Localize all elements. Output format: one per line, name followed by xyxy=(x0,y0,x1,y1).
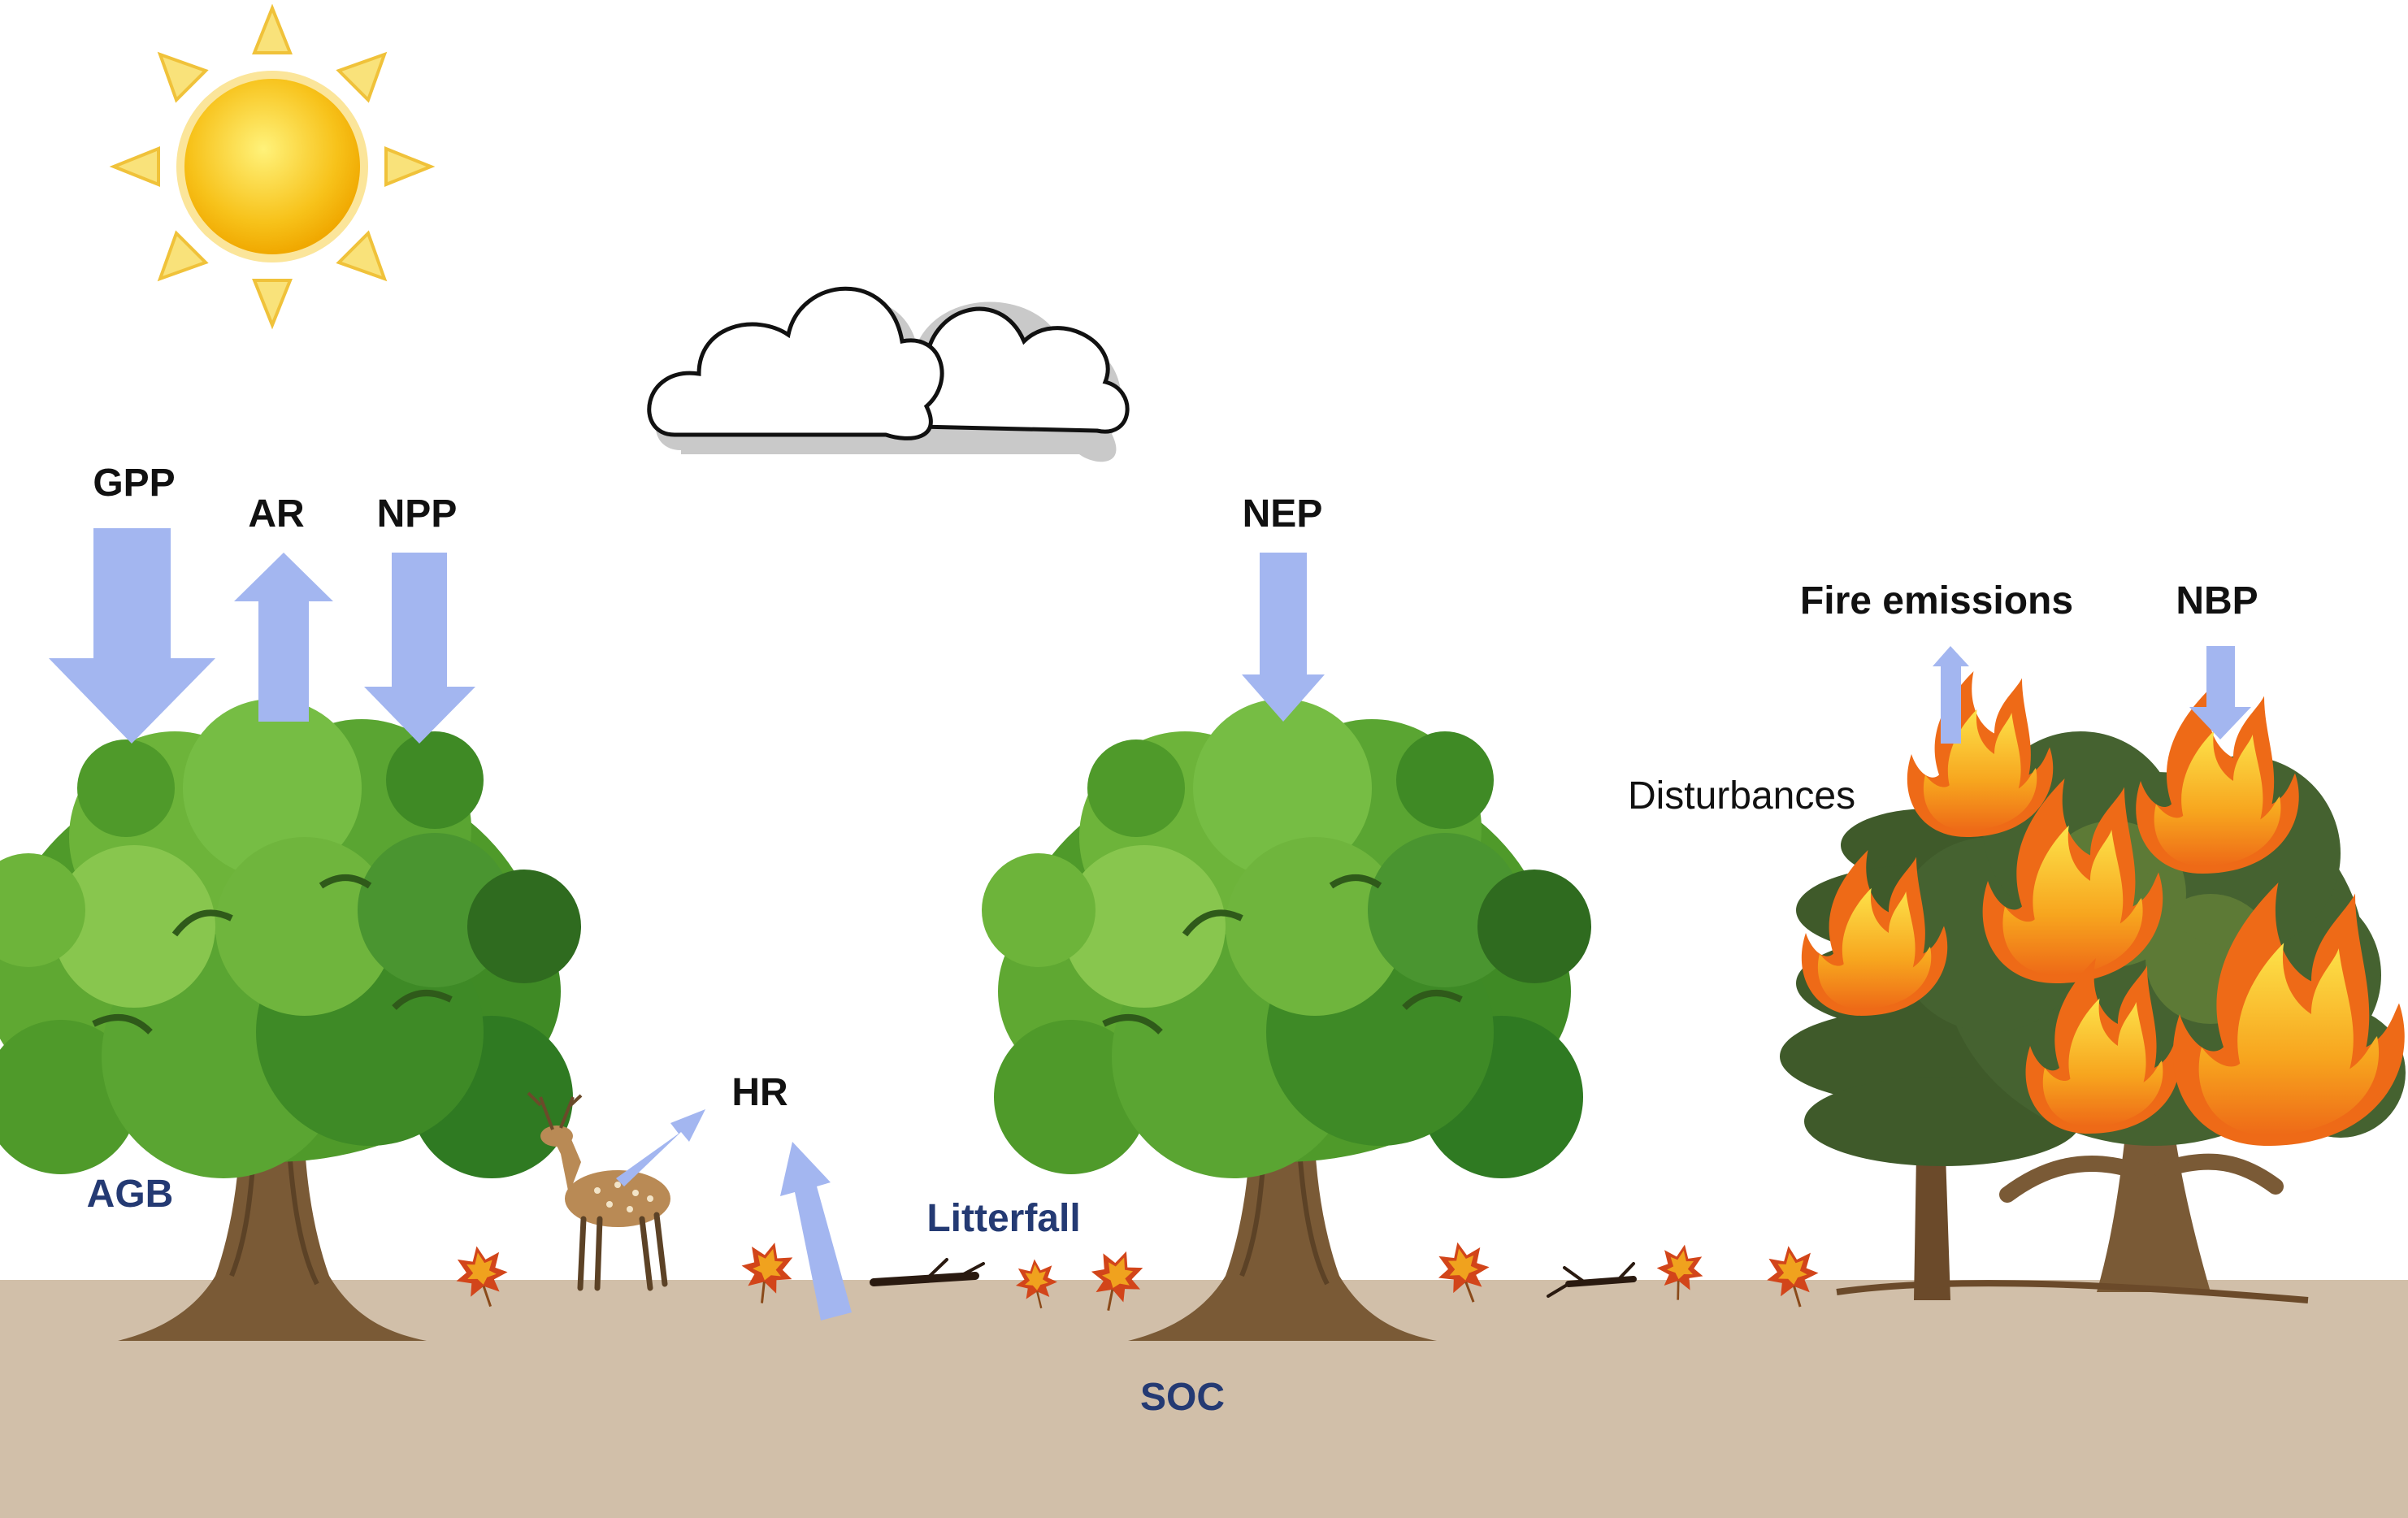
fire-emissions-label: Fire emissions xyxy=(1800,579,2073,622)
agb-label: AGB xyxy=(87,1173,174,1216)
gpp-label: GPP xyxy=(93,462,175,505)
burning-trees xyxy=(1780,671,2406,1303)
ar-label: AR xyxy=(248,492,304,536)
nbp-label: NBP xyxy=(2176,579,2258,622)
twig-right xyxy=(1547,1262,1637,1298)
cloud-icon xyxy=(647,286,1130,462)
tree-left xyxy=(0,699,581,1341)
disturbances-label: Disturbances xyxy=(1628,774,1855,818)
litterfall-label: Litterfall xyxy=(926,1197,1080,1240)
nep-label: NEP xyxy=(1243,492,1323,536)
nbp-arrow xyxy=(2189,646,2251,739)
tree-middle xyxy=(982,699,1591,1341)
deer-icon xyxy=(527,1091,670,1291)
hr-arrow-deer xyxy=(616,1109,705,1186)
fire-emissions-arrow xyxy=(1933,646,1969,744)
sun-icon xyxy=(109,3,436,330)
twig-left xyxy=(870,1258,985,1286)
soc-label: SOC xyxy=(1140,1376,1225,1419)
npp-label: NPP xyxy=(377,492,458,536)
hr-arrow-soil xyxy=(780,1142,852,1321)
ar-arrow xyxy=(234,553,333,722)
gpp-arrow xyxy=(49,528,215,744)
npp-arrow xyxy=(364,553,475,744)
hr-label: HR xyxy=(731,1071,787,1114)
nep-arrow xyxy=(1242,553,1325,722)
